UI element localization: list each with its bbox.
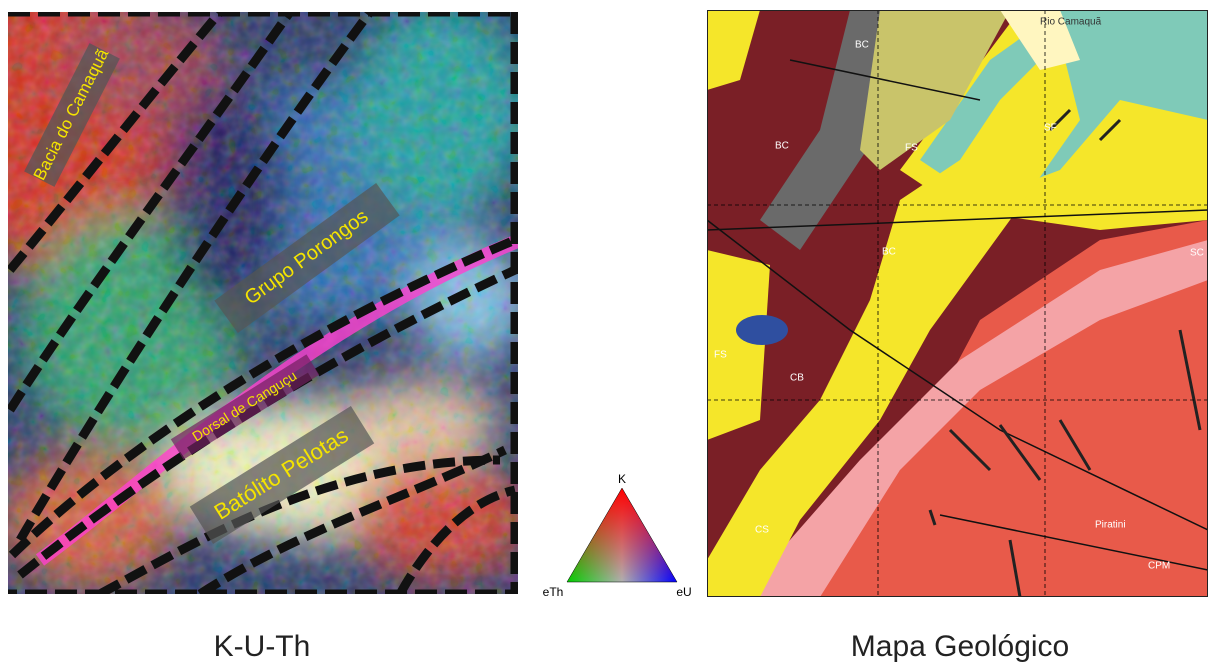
legend-vertex: eTh xyxy=(543,585,564,599)
map-label: Rio Camaquã xyxy=(1040,17,1102,28)
caption: K-U-Th xyxy=(214,630,311,663)
geologic-map: Rio Camaquã BC BC BC FS FS SF SC CB CS P… xyxy=(707,10,1208,597)
legend-vertex: eU xyxy=(676,585,691,599)
map-label: SF xyxy=(1044,123,1057,134)
map-label: CS xyxy=(755,525,769,536)
map-label: BC xyxy=(882,247,896,258)
legend-vertex: K xyxy=(618,472,626,486)
map-label: FS xyxy=(905,143,918,154)
map-label: CPM xyxy=(1148,561,1170,572)
figure: Bacia do Camaquã Grupo Porongos Dorsal d… xyxy=(0,0,1213,668)
map-label: BC xyxy=(855,40,869,51)
map-label: BC xyxy=(775,141,789,152)
map-label: CB xyxy=(790,373,804,384)
map-label: SC xyxy=(1190,248,1204,259)
radiometric-map: Bacia do Camaquã Grupo Porongos Dorsal d… xyxy=(0,0,530,594)
map-label: FS xyxy=(714,350,727,361)
map-label: Piratini xyxy=(1095,520,1126,531)
caption: Mapa Geológico xyxy=(851,630,1069,663)
ternary-legend: K eTh eU xyxy=(543,472,692,599)
